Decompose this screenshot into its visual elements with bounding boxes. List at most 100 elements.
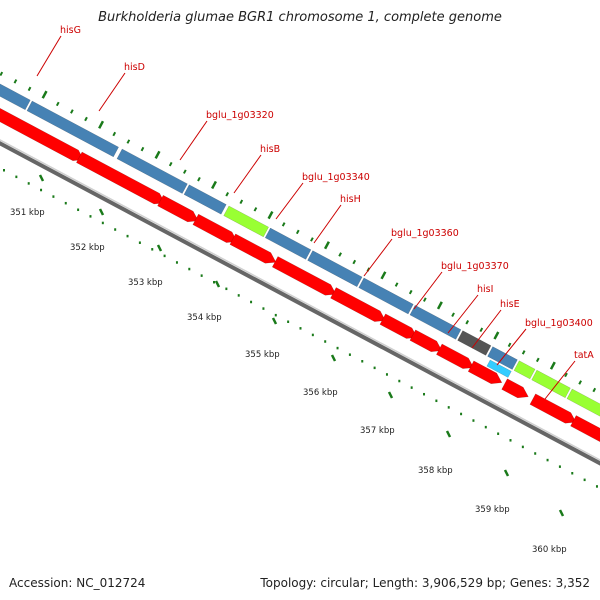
scale-dot — [188, 267, 191, 271]
upper-tick — [0, 71, 4, 77]
upper-tick — [549, 361, 556, 370]
cds-forward — [116, 148, 188, 194]
backbone-layer — [0, 139, 600, 466]
gene-leader-line — [36, 35, 62, 77]
upper-tick — [183, 169, 187, 174]
cds-reverse-arrow — [467, 360, 503, 384]
gene-leader-line — [179, 120, 208, 161]
scale-major-tick — [214, 280, 221, 288]
cds-forward — [358, 277, 414, 315]
upper-tick — [84, 116, 88, 122]
cds-forward — [26, 100, 119, 158]
scale-dot — [447, 406, 450, 409]
gene-label[interactable]: hisI — [477, 284, 493, 295]
kbp-label: 357 kbp — [360, 426, 395, 436]
scale-dot — [27, 182, 30, 185]
scale-dot — [163, 254, 166, 258]
kbp-label: 358 kbp — [418, 466, 453, 476]
scale-dot — [324, 340, 327, 343]
gene-leader-line — [363, 238, 393, 277]
kbp-label: 355 kbp — [245, 350, 280, 360]
cds-reverse-arrow — [436, 343, 475, 369]
upper-tick — [281, 222, 286, 227]
gene-label[interactable]: bglu_1g03400 — [525, 318, 593, 329]
scale-dot — [3, 169, 5, 172]
scale-dot — [89, 215, 92, 218]
gene-label[interactable]: bglu_1g03340 — [302, 172, 370, 183]
gene-leader-line — [496, 328, 527, 366]
upper-tick — [507, 342, 512, 348]
label-layer: hisG hisD bglu_1g03320 hisB bglu_1g03340 hisH… — [36, 25, 594, 400]
scale-major-tick — [558, 509, 565, 517]
scale-major-tick — [445, 430, 452, 438]
scale-major-tick — [271, 317, 278, 325]
cyan-feature — [486, 359, 512, 378]
upper-tick — [126, 139, 131, 144]
scale-dot — [361, 360, 364, 363]
green-feature — [531, 369, 571, 399]
gene-label[interactable]: hisE — [500, 299, 520, 310]
backbone-highlight — [0, 139, 600, 461]
scale-dot — [398, 379, 401, 383]
scale-dot — [287, 320, 290, 324]
cds-reverse-arrow — [157, 194, 199, 223]
scale-dot — [472, 419, 475, 422]
green-feature — [223, 205, 269, 238]
gene-leader-line — [233, 154, 262, 194]
scale-dot — [225, 287, 228, 291]
accession-label: Accession: NC_012724 — [9, 576, 146, 590]
scale-dot — [77, 208, 80, 212]
cds-reverse-arrow — [330, 287, 386, 322]
scale-dot — [138, 241, 141, 244]
upper-tick — [13, 79, 18, 84]
gene-label[interactable]: hisG — [60, 25, 81, 36]
scale-dot — [213, 280, 216, 284]
upper-tick — [380, 271, 387, 280]
upper-tick — [154, 150, 161, 159]
gene-label[interactable]: hisB — [260, 144, 280, 155]
upper-tick — [112, 131, 117, 137]
kbp-label: 353 kbp — [128, 278, 163, 288]
scale-dot — [373, 366, 376, 370]
upper-tick — [479, 327, 484, 333]
gene-label[interactable]: hisD — [124, 62, 145, 73]
cds-forward — [409, 304, 462, 340]
scale-major-tick — [387, 391, 394, 399]
upper-tick — [267, 210, 274, 220]
upper-tick — [98, 120, 105, 129]
gene-label[interactable]: bglu_1g03370 — [441, 261, 509, 272]
scale-major-tick — [156, 244, 163, 252]
green-feature — [566, 388, 600, 417]
kbp-label: 351 kbp — [10, 208, 45, 218]
upper-tick — [465, 320, 470, 325]
gene-leader-line — [471, 309, 502, 349]
cds-forward — [264, 227, 312, 260]
gene-label[interactable]: tatA — [574, 350, 594, 361]
upper-tick — [323, 241, 330, 250]
scale-dot — [546, 458, 549, 462]
scale-dot — [336, 346, 339, 350]
upper-tick — [578, 380, 582, 385]
cds-reverse-arrow — [409, 329, 443, 352]
gene-label[interactable]: hisH — [340, 194, 361, 205]
genome-summary: Topology: circular; Length: 3,906,529 bp… — [260, 576, 590, 590]
cds-forward — [0, 83, 31, 111]
upper-tick — [423, 297, 427, 302]
scale-dot — [534, 452, 537, 455]
upper-tick — [41, 90, 48, 99]
gene-leader-line — [544, 360, 576, 400]
upper-tick — [436, 301, 443, 310]
upper-tick — [521, 350, 526, 355]
kbp-label: 352 kbp — [70, 243, 105, 253]
map-title: Burkholderia glumae BGR1 chromosome 1, c… — [98, 10, 502, 25]
scale-major-tick — [503, 469, 510, 477]
kbp-label: 356 kbp — [303, 388, 338, 398]
upper-tick — [493, 331, 500, 340]
scale-dot — [114, 228, 117, 231]
gene-label[interactable]: bglu_1g03320 — [206, 110, 274, 121]
scale-dot — [509, 439, 512, 442]
upper-tick — [352, 259, 357, 265]
gene-label[interactable]: bglu_1g03360 — [391, 228, 459, 239]
scale-dot — [521, 445, 524, 449]
scale-dot — [237, 294, 240, 297]
